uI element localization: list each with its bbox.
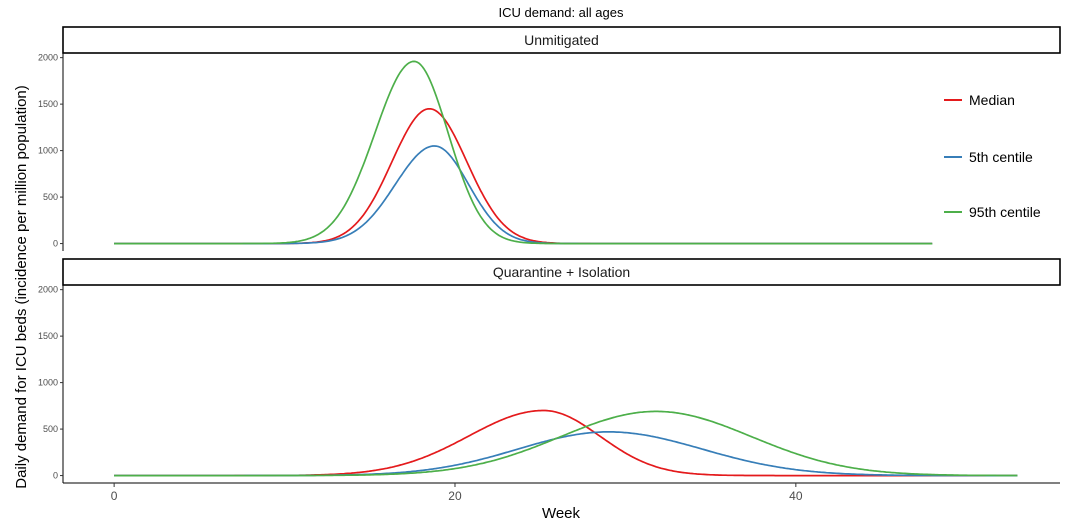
- legend-label: 95th centile: [969, 204, 1041, 220]
- series-line-5th-centile: [114, 431, 1018, 477]
- x-tick-label: 40: [789, 489, 803, 503]
- series-line-95th-centile: [114, 410, 1018, 477]
- legend-item-median: Median: [944, 92, 1015, 108]
- y-tick-label: 1500: [38, 99, 58, 109]
- y-tick-label: 500: [43, 424, 58, 434]
- legend-item-95th-centile: 95th centile: [944, 204, 1041, 220]
- legend: Median 5th centile 95th centile: [944, 92, 1041, 220]
- series-line-95th-centile: [114, 60, 933, 245]
- chart-title: ICU demand: all ages: [498, 5, 624, 20]
- panel-quarantine-isolation: Quarantine + Isolation 0 500 1000 1500 2000: [38, 258, 1061, 483]
- legend-label: 5th centile: [969, 149, 1033, 165]
- panel-unmitigated: Unmitigated 0 500 1000 1500 2000: [38, 26, 1061, 251]
- x-tick-label: 20: [448, 489, 462, 503]
- x-tick-label: 0: [111, 489, 118, 503]
- y-axis-title: Daily demand for ICU beds (incidence per…: [13, 85, 30, 489]
- y-tick-label: 2000: [38, 285, 58, 295]
- series-line-median: [114, 107, 933, 245]
- y-tick-label: 1000: [38, 146, 58, 156]
- strip-unmitigated: [62, 26, 1061, 54]
- x-axis-title: Week: [542, 505, 581, 522]
- legend-label: Median: [969, 92, 1015, 108]
- y-tick-label: 2000: [38, 53, 58, 63]
- y-tick-label: 1500: [38, 331, 58, 341]
- series-line-median: [114, 409, 1018, 477]
- strip-quarantine-isolation: [62, 258, 1061, 286]
- y-tick-label: 1000: [38, 378, 58, 388]
- x-axis: 0 20 40: [63, 482, 1060, 503]
- strip-label: Quarantine + Isolation: [493, 264, 630, 280]
- y-tick-label: 0: [53, 471, 58, 481]
- legend-item-5th-centile: 5th centile: [944, 149, 1033, 165]
- strip-label: Unmitigated: [524, 32, 599, 48]
- y-tick-label: 500: [43, 192, 58, 202]
- series-line-5th-centile: [114, 145, 933, 245]
- y-tick-label: 0: [53, 239, 58, 249]
